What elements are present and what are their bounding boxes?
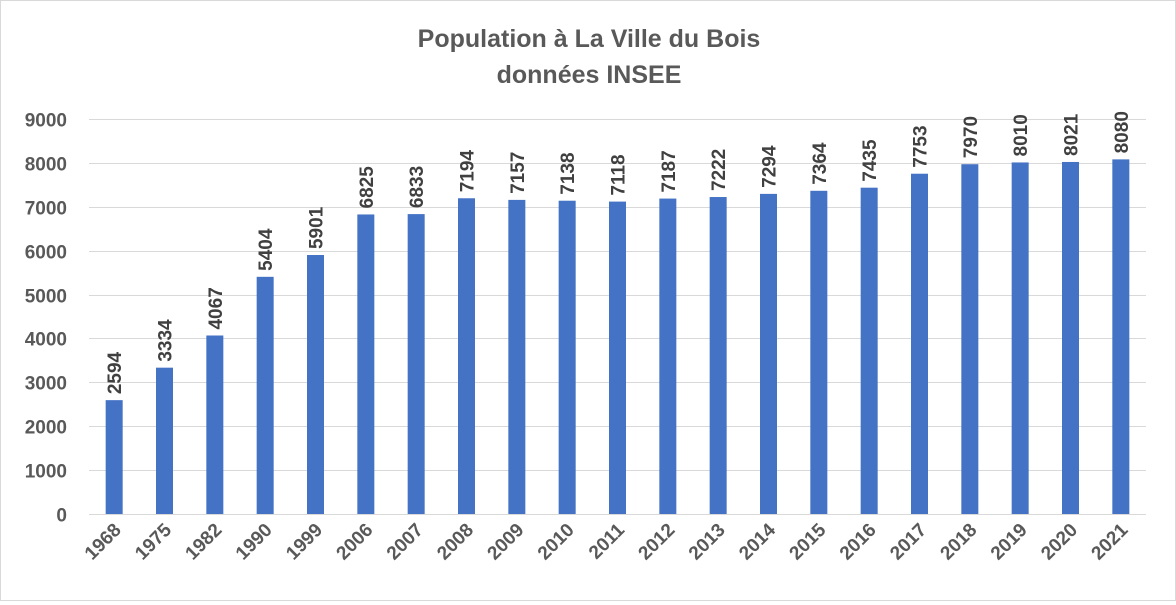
x-tick-label: 2017 [886, 520, 931, 565]
x-axis-ticks: 1968 1975 1982 1990 1999 2006 2007 2008 2009 2010… [81, 519, 1133, 564]
bar [558, 200, 576, 514]
data-label: 8021 [1062, 113, 1083, 156]
x-tick-label: 2016 [836, 520, 881, 565]
y-tick-label: 9000 [25, 111, 67, 132]
x-tick-label: 2013 [685, 520, 730, 565]
x-tick-label: 1975 [131, 519, 176, 564]
bar [1011, 162, 1029, 514]
bar [760, 193, 777, 514]
x-tick-label: 2008 [433, 520, 478, 565]
data-label: 7194 [458, 150, 479, 193]
data-label: 8010 [1011, 114, 1032, 156]
bar [458, 198, 475, 514]
x-tick-label: 2019 [987, 520, 1032, 565]
x-tick-label: 1982 [182, 520, 227, 565]
data-label: 7138 [558, 152, 579, 194]
x-tick-label: 2015 [786, 519, 831, 564]
data-label: 7294 [760, 145, 781, 188]
y-tick-label: 7000 [25, 199, 67, 220]
bar [911, 173, 928, 515]
bar [1062, 161, 1079, 514]
bar [407, 214, 425, 514]
data-labels: 2594 3334 4067 5404 5901 6825 6833 7194 7157 7138… [105, 111, 1133, 394]
data-label: 7222 [709, 149, 730, 191]
y-tick-label: 5000 [25, 287, 67, 308]
bar [357, 214, 375, 515]
y-tick-label: 6000 [25, 243, 67, 264]
data-label: 7118 [609, 154, 630, 195]
data-label: 2594 [105, 351, 126, 394]
x-tick-label: 1990 [232, 520, 277, 565]
bar [508, 199, 526, 515]
y-tick-label: 4000 [25, 330, 67, 351]
data-label: 3334 [156, 319, 177, 362]
x-tick-label: 2014 [735, 519, 780, 564]
y-tick-label: 0 [56, 506, 67, 527]
data-label: 7187 [659, 150, 680, 192]
x-tick-label: 2020 [1037, 520, 1082, 565]
bar [1112, 159, 1130, 514]
data-label: 7364 [810, 142, 831, 185]
data-label: 5901 [307, 206, 328, 249]
bar [609, 201, 626, 515]
x-tick-label: 2010 [534, 520, 579, 565]
y-tick-label: 2000 [25, 418, 67, 439]
data-label: 5404 [256, 228, 277, 271]
y-tick-label: 3000 [25, 374, 67, 395]
chart-subtitle: données INSEE [497, 61, 682, 89]
bar [307, 255, 324, 515]
bar [709, 197, 727, 515]
x-tick-label: 2006 [333, 520, 378, 565]
data-label: 7753 [911, 125, 932, 167]
x-tick-label: 1968 [81, 520, 126, 565]
data-label: 6825 [357, 166, 378, 209]
x-tick-label: 2011 [585, 519, 629, 563]
x-tick-label: 2012 [635, 520, 680, 565]
bar [860, 187, 878, 515]
bar [810, 190, 828, 514]
x-tick-label: 2007 [383, 520, 428, 565]
x-tick-label: 2009 [484, 520, 529, 565]
bar [156, 367, 173, 514]
data-label: 7970 [961, 116, 982, 158]
chart-title: Population à La Ville du Bois [418, 25, 761, 53]
bar [105, 400, 123, 514]
y-axis-ticks: 0 1000 2000 3000 4000 5000 6000 7000 8000 9000 [25, 111, 67, 527]
bars [105, 159, 1130, 515]
bar [659, 198, 677, 514]
bar [961, 164, 979, 514]
data-label: 8080 [1112, 111, 1133, 153]
bar [206, 335, 224, 514]
data-label: 6833 [407, 166, 428, 208]
data-label: 7435 [860, 139, 881, 182]
x-tick-label: 2021 [1088, 519, 1133, 564]
y-tick-label: 8000 [25, 155, 67, 176]
x-tick-label: 1999 [282, 520, 327, 565]
data-label: 4067 [206, 287, 227, 329]
x-tick-label: 2018 [937, 520, 982, 565]
data-label: 7157 [508, 152, 529, 194]
y-tick-label: 1000 [25, 462, 67, 483]
bar [256, 276, 274, 514]
